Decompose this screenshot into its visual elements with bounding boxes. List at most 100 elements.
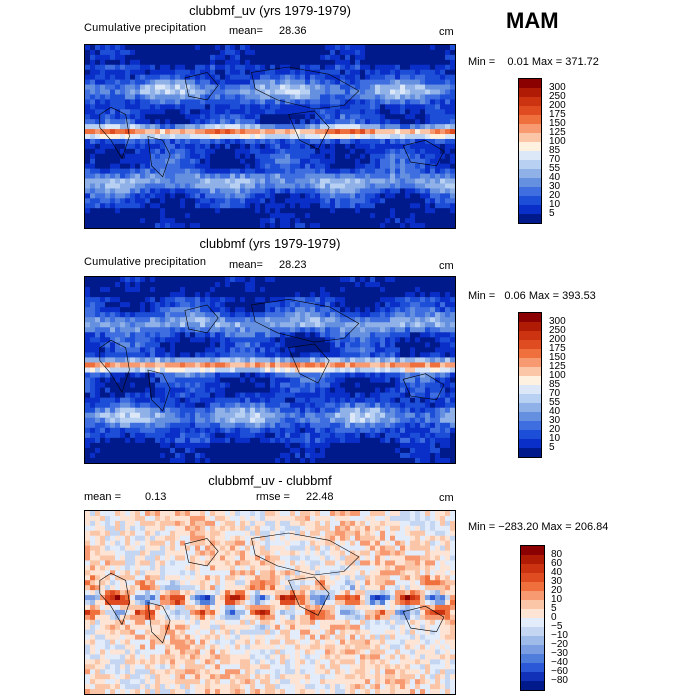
- field-cell: [430, 292, 436, 298]
- field-cell: [325, 307, 331, 313]
- field-cell: [170, 158, 176, 165]
- field-cell: [320, 94, 326, 101]
- field-cell: [360, 327, 366, 333]
- field-cell: [120, 178, 126, 185]
- field-cell: [400, 173, 406, 180]
- field-cell: [170, 84, 176, 91]
- field-cell: [150, 322, 156, 328]
- field-cell: [130, 223, 136, 228]
- field-cell: [185, 49, 191, 56]
- field-cell: [170, 79, 176, 86]
- field-cell: [185, 208, 191, 214]
- field-cell: [205, 417, 211, 424]
- field-cell: [95, 327, 101, 333]
- field-cell: [215, 153, 221, 160]
- field-cell: [285, 143, 291, 150]
- field-cell: [105, 332, 111, 338]
- field-cell: [215, 114, 221, 120]
- field-cell: [420, 397, 426, 404]
- field-cell: [165, 332, 171, 338]
- field-cell: [345, 173, 351, 180]
- field-cell: [390, 158, 396, 165]
- field-cell: [330, 59, 336, 66]
- field-cell: [310, 173, 316, 180]
- field-cell: [240, 282, 246, 288]
- field-cell: [285, 322, 291, 328]
- field-cell: [350, 54, 356, 61]
- field-cell: [240, 337, 246, 343]
- field-cell: [450, 362, 455, 369]
- field-cell: [385, 193, 391, 199]
- field-cell: [310, 347, 316, 354]
- field-cell: [125, 148, 131, 155]
- field-cell: [130, 138, 136, 145]
- field-cell: [345, 54, 351, 61]
- field-cell: [185, 302, 191, 308]
- field-cell: [280, 382, 286, 389]
- field-cell: [320, 392, 326, 399]
- field-cell: [185, 327, 191, 333]
- field-cell: [440, 193, 446, 199]
- field-cell: [110, 183, 116, 190]
- field-cell: [360, 223, 366, 228]
- field-cell: [340, 352, 346, 359]
- field-cell: [420, 277, 426, 283]
- field-cell: [325, 124, 331, 130]
- field-cell: [115, 377, 121, 384]
- field-cell: [145, 193, 151, 199]
- field-cell: [345, 282, 351, 288]
- field-cell: [275, 193, 281, 199]
- field-cell: [170, 352, 176, 359]
- field-cell: [330, 109, 336, 115]
- field-cell: [415, 163, 421, 170]
- field-cell: [190, 64, 196, 71]
- field-cell: [450, 153, 455, 160]
- field-cell: [265, 153, 271, 160]
- field-cell: [205, 79, 211, 86]
- field-cell: [105, 54, 111, 61]
- field-cell: [385, 347, 391, 354]
- field-cell: [420, 223, 426, 228]
- field-cell: [285, 49, 291, 56]
- field-cell: [340, 327, 346, 333]
- field-cell: [320, 119, 326, 125]
- field-cell: [260, 208, 266, 214]
- field-cell: [205, 148, 211, 155]
- field-cell: [230, 178, 236, 185]
- field-cell: [390, 173, 396, 180]
- field-cell: [225, 352, 231, 359]
- field-cell: [445, 347, 451, 354]
- field-cell: [375, 372, 381, 379]
- field-cell: [305, 417, 311, 424]
- panel1-map: [84, 44, 456, 229]
- field-cell: [85, 382, 91, 389]
- field-cell: [320, 307, 326, 313]
- field-cell: [425, 402, 431, 409]
- field-cell: [215, 297, 221, 303]
- field-cell: [275, 297, 281, 303]
- field-cell: [110, 302, 116, 308]
- field-cell: [275, 277, 281, 283]
- field-cell: [215, 277, 221, 283]
- field-cell: [350, 64, 356, 71]
- field-cell: [370, 163, 376, 170]
- field-cell: [245, 198, 251, 204]
- field-cell: [165, 302, 171, 308]
- field-cell: [255, 148, 261, 155]
- field-cell: [170, 129, 176, 135]
- field-cell: [185, 412, 191, 419]
- field-cell: [325, 54, 331, 61]
- field-cell: [205, 332, 211, 338]
- field-cell: [390, 69, 396, 76]
- field-cell: [430, 178, 436, 185]
- field-cell: [440, 397, 446, 404]
- field-cell: [245, 59, 251, 66]
- field-cell: [240, 327, 246, 333]
- field-cell: [200, 99, 206, 105]
- field-cell: [165, 287, 171, 293]
- field-cell: [170, 74, 176, 81]
- field-cell: [430, 367, 436, 374]
- field-cell: [235, 198, 241, 204]
- field-cell: [235, 153, 241, 160]
- field-cell: [190, 347, 196, 354]
